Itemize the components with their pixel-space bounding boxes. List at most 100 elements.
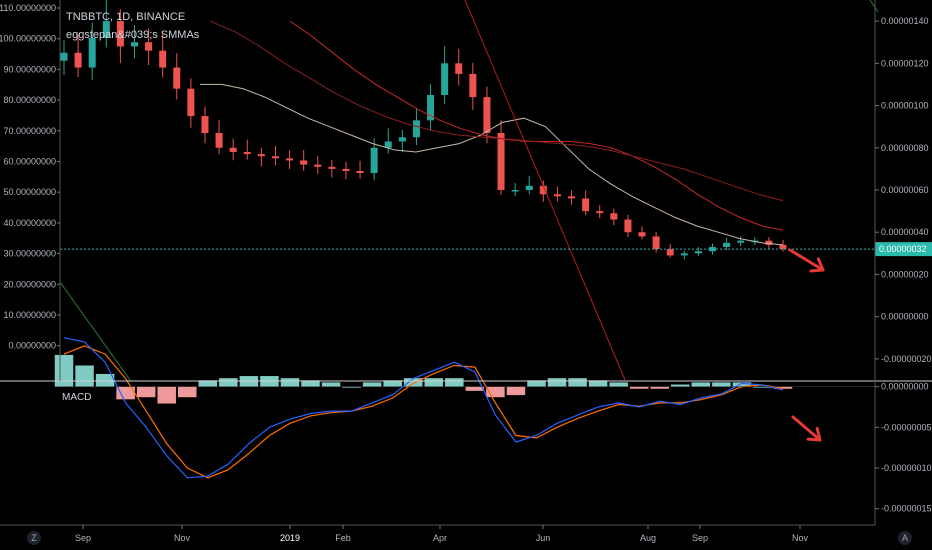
y-left-tick-label: 10.00000000 xyxy=(3,310,56,320)
macd-histogram-bar xyxy=(445,378,464,387)
macd-histogram-bar xyxy=(712,382,731,387)
zoom-button[interactable]: Z xyxy=(27,531,41,545)
y-tick-label: 0.00000040 xyxy=(881,227,929,237)
candle-body xyxy=(779,244,787,250)
macd-histogram-bar xyxy=(178,386,197,398)
macd-histogram-bar xyxy=(568,378,587,387)
macd-histogram-bar xyxy=(527,380,546,387)
candle-body xyxy=(187,88,195,117)
y-left-tick-label: 20.00000000 xyxy=(3,279,56,289)
symbol-title: TNBBTC, 1D, BINANCE xyxy=(66,11,186,23)
y-tick-label: 0.00000000 xyxy=(881,312,929,322)
macd-arrow-head xyxy=(806,426,822,442)
macd-histogram-bar xyxy=(301,380,320,387)
y-left-tick-label: 50.00000000 xyxy=(3,187,56,197)
candle-body xyxy=(624,219,632,233)
macd-histogram-bar xyxy=(547,378,567,387)
x-tick-label: Nov xyxy=(174,533,191,543)
y-tick-label: 0.00000080 xyxy=(881,143,929,153)
candle-body xyxy=(427,95,435,121)
candle-body xyxy=(497,133,505,190)
candle-body xyxy=(370,147,378,174)
x-tick-label: 2019 xyxy=(280,533,300,543)
candle-body xyxy=(314,164,322,167)
macd-histogram-bar xyxy=(629,386,649,389)
macd-histogram-bar xyxy=(198,380,218,387)
candle-body xyxy=(300,160,308,165)
x-tick-label: Jun xyxy=(536,533,551,543)
y-tick-label: 0.00000100 xyxy=(881,101,929,111)
price-arrow-head xyxy=(809,257,825,273)
candle-body xyxy=(102,21,110,38)
candle-body xyxy=(116,21,124,47)
candle-body xyxy=(356,171,364,174)
macd-histogram-bar xyxy=(383,380,402,387)
macd-tick-label: -0.00000015 xyxy=(881,504,932,514)
candle-body xyxy=(130,42,138,47)
x-tick-label: Feb xyxy=(335,533,351,543)
y-left-tick-label: 100.00000000 xyxy=(0,34,56,44)
x-tick-label: Apr xyxy=(433,533,447,543)
y-tick-label: 0.00000140 xyxy=(881,16,929,26)
candle-body xyxy=(483,97,491,133)
current-price-label: 0.00000032 xyxy=(879,244,927,254)
candle-body xyxy=(694,251,702,254)
macd-histogram-bar xyxy=(486,386,505,398)
candle-body xyxy=(342,168,350,171)
x-tick-label: Aug xyxy=(640,533,656,543)
macd-histogram-bar xyxy=(219,378,238,387)
smma-line xyxy=(209,20,784,202)
annotations xyxy=(788,248,825,442)
candle-body xyxy=(553,194,561,197)
macd-title: MACD xyxy=(62,392,92,403)
green-line xyxy=(59,281,131,381)
green-line-right xyxy=(869,0,879,13)
candle-body xyxy=(652,236,660,250)
candle-body xyxy=(455,63,463,74)
price-pane[interactable]: 0.00000032 xyxy=(59,0,932,381)
macd-histogram-bar xyxy=(362,382,382,387)
candle-body xyxy=(511,190,519,192)
macd-tick-label: -0.00000010 xyxy=(881,463,932,473)
macd-line xyxy=(63,337,784,479)
candle-body xyxy=(229,147,237,152)
current-price-tag xyxy=(875,242,932,257)
macd-histogram-bar xyxy=(54,354,74,387)
candle-body xyxy=(638,232,646,237)
candle-body xyxy=(539,185,547,195)
candle-body xyxy=(384,141,392,148)
macd-histogram-bar xyxy=(506,386,526,396)
macd-histogram-bar xyxy=(280,378,300,387)
candle-body xyxy=(88,38,96,68)
y-left-tick-label: 30.00000000 xyxy=(3,249,56,259)
candle-body xyxy=(596,211,604,214)
macd-pane[interactable] xyxy=(54,337,875,479)
y-left-tick-label: 0.00000000 xyxy=(8,341,56,351)
macd-histogram-bar xyxy=(95,373,115,387)
candle-body xyxy=(666,249,674,256)
macd-histogram-bar xyxy=(465,386,485,391)
macd-histogram-bar xyxy=(424,378,444,387)
y-left-tick-label: 80.00000000 xyxy=(3,95,56,105)
candle-body xyxy=(441,63,449,95)
macd-histogram-bar xyxy=(342,386,361,388)
auto-scale-button[interactable]: A xyxy=(898,531,912,545)
candle-body xyxy=(60,52,68,61)
study-title: eggstepan&#039;s SMMAs xyxy=(66,29,200,41)
macd-tick-label: 0.00000000 xyxy=(881,382,929,392)
x-tick-label: Sep xyxy=(692,533,708,543)
y-tick-label: 0.00000020 xyxy=(881,269,929,279)
trend-line xyxy=(464,0,626,381)
macd-histogram-bar xyxy=(732,382,752,387)
candle-body xyxy=(145,42,153,51)
macd-histogram-bar xyxy=(136,386,156,398)
macd-histogram-bar xyxy=(671,384,690,387)
price-arrow xyxy=(788,248,825,272)
macd-tick-label: -0.00000005 xyxy=(881,422,932,432)
candle-body xyxy=(723,242,731,247)
x-tick-label: Nov xyxy=(792,533,809,543)
candle-body xyxy=(173,67,181,89)
macd-histogram-bar xyxy=(753,386,772,388)
candle-body xyxy=(286,158,294,161)
